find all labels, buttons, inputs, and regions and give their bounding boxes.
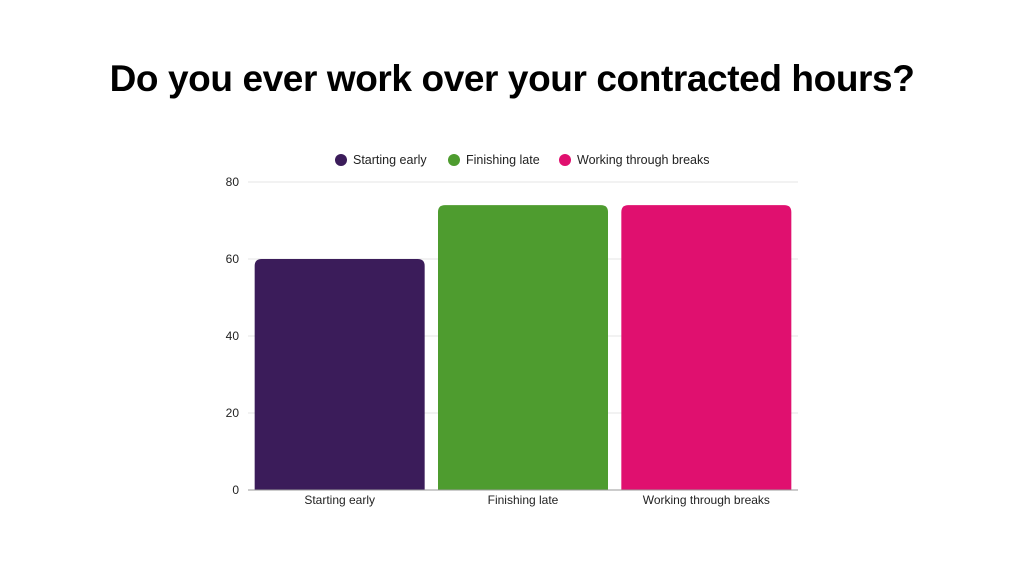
y-tick-label: 20 xyxy=(226,406,240,420)
y-tick-label: 60 xyxy=(226,252,240,266)
y-tick-label: 80 xyxy=(226,175,240,189)
bar-finishing-late[interactable] xyxy=(438,205,608,490)
chart-title: Do you ever work over your contracted ho… xyxy=(109,58,915,99)
bar-working-through-breaks[interactable] xyxy=(621,205,792,490)
chart-legend: Starting early Finishing late Working th… xyxy=(0,151,1024,169)
y-tick-label: 40 xyxy=(226,329,240,343)
legend-label-starting-early: Starting early xyxy=(353,153,427,167)
bar-starting-early[interactable] xyxy=(254,259,425,490)
legend-item-working-through-breaks[interactable]: Working through breaks xyxy=(559,151,709,169)
legend-label-finishing-late: Finishing late xyxy=(466,153,540,167)
legend-swatch-finishing-late xyxy=(448,154,460,166)
x-tick-label: Working through breaks xyxy=(643,493,770,507)
legend-swatch-starting-early xyxy=(335,154,347,166)
legend-item-starting-early[interactable]: Starting early xyxy=(335,151,427,169)
legend-swatch-working-through-breaks xyxy=(559,154,571,166)
legend-item-finishing-late[interactable]: Finishing late xyxy=(448,151,540,169)
x-tick-label: Finishing late xyxy=(488,493,559,507)
x-tick-label: Starting early xyxy=(304,493,375,507)
y-tick-label: 0 xyxy=(232,483,239,497)
legend-label-working-through-breaks: Working through breaks xyxy=(577,153,710,167)
